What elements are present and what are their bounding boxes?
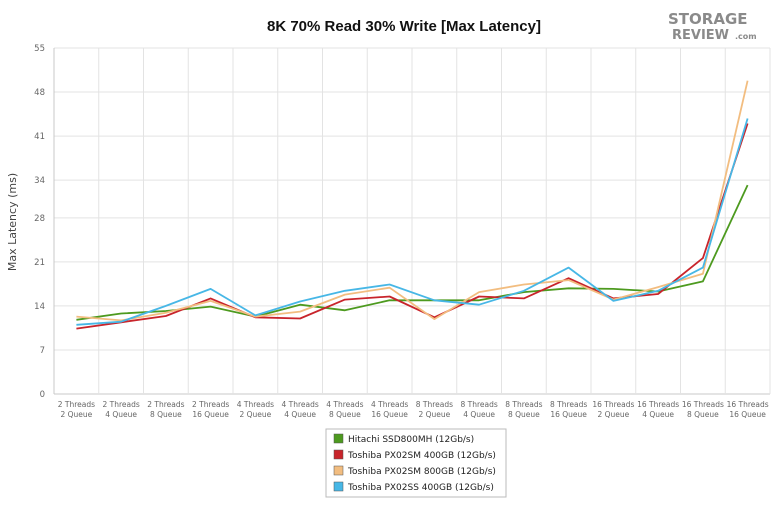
x-tick-label: 4 Threads: [281, 400, 318, 409]
x-tick-label: 8 Queue: [150, 410, 182, 419]
x-tick-label: 4 Queue: [105, 410, 137, 419]
series-line-2: [76, 80, 749, 322]
x-tick-label: 16 Queue: [192, 410, 229, 419]
x-tick-label: 2 Queue: [597, 410, 629, 419]
legend-box: [325, 428, 507, 498]
y-tick-label: 21: [34, 258, 45, 268]
x-tick-label: 4 Threads: [371, 400, 408, 409]
logo-text-line1: STORAGE: [668, 10, 748, 28]
y-tick-label: 0: [40, 390, 45, 400]
x-tick-label: 16 Threads: [727, 400, 769, 409]
x-tick-label: 2 Threads: [192, 400, 229, 409]
legend-label-0: Hitachi SSD800MH (12Gb/s): [348, 435, 474, 445]
legend-label-2: Toshiba PX02SM 800GB (12Gb/s): [347, 467, 496, 477]
x-tick-label: 8 Threads: [416, 400, 453, 409]
x-tick-label: 4 Queue: [463, 410, 495, 419]
legend-swatch-1: [333, 449, 344, 460]
legend-label-1: Toshiba PX02SM 400GB (12Gb/s): [347, 451, 496, 461]
x-tick-label: 2 Queue: [418, 410, 450, 419]
x-tick-label: 2 Threads: [58, 400, 95, 409]
x-tick-label: 4 Queue: [642, 410, 674, 419]
logo-text-suffix: .com: [735, 32, 757, 41]
chart-series-lines: [76, 80, 749, 330]
x-tick-label: 4 Queue: [284, 410, 316, 419]
series-line-3: [76, 118, 749, 326]
x-tick-label: 16 Threads: [637, 400, 679, 409]
y-axis-ticks: 0 7 14 21 28 34 41 48 55: [34, 44, 45, 400]
y-tick-label: 34: [34, 176, 45, 186]
y-tick-label: 7: [40, 346, 45, 356]
y-tick-label: 48: [34, 88, 45, 98]
x-tick-label: 8 Threads: [505, 400, 542, 409]
x-tick-label: 8 Threads: [460, 400, 497, 409]
x-tick-label: 16 Queue: [729, 410, 766, 419]
x-tick-label: 2 Threads: [147, 400, 184, 409]
y-tick-label: 28: [34, 214, 45, 224]
storagereview-logo: STORAGE REVIEW .com: [668, 10, 757, 43]
x-tick-label: 2 Threads: [102, 400, 139, 409]
x-tick-label: 2 Queue: [239, 410, 271, 419]
y-tick-label: 41: [34, 132, 45, 142]
y-tick-label: 14: [34, 302, 45, 312]
chart-legend: Hitachi SSD800MH (12Gb/s) Toshiba PX02SM …: [325, 428, 507, 498]
y-axis-label: Max Latency (ms): [6, 173, 19, 271]
x-tick-label: 8 Queue: [329, 410, 361, 419]
x-tick-label: 4 Threads: [326, 400, 363, 409]
x-tick-label: 16 Threads: [682, 400, 724, 409]
x-tick-label: 4 Threads: [237, 400, 274, 409]
x-tick-label: 8 Queue: [508, 410, 540, 419]
legend-label-3: Toshiba PX02SS 400GB (12Gb/s): [347, 483, 494, 493]
series-line-0: [76, 184, 749, 321]
chart-title: 8K 70% Read 30% Write [Max Latency]: [267, 18, 541, 35]
legend-swatch-2: [333, 465, 344, 476]
legend-swatch-3: [333, 481, 344, 492]
x-tick-label: 16 Queue: [550, 410, 587, 419]
legend-swatch-0: [333, 433, 344, 444]
x-tick-label: 16 Threads: [592, 400, 634, 409]
x-tick-label: 8 Queue: [687, 410, 719, 419]
logo-text-line2: REVIEW: [672, 28, 729, 43]
x-tick-label: 8 Threads: [550, 400, 587, 409]
x-tick-label: 16 Queue: [371, 410, 408, 419]
x-tick-label: 2 Queue: [60, 410, 92, 419]
chart-grid: [53, 47, 771, 395]
y-tick-label: 55: [34, 44, 45, 54]
